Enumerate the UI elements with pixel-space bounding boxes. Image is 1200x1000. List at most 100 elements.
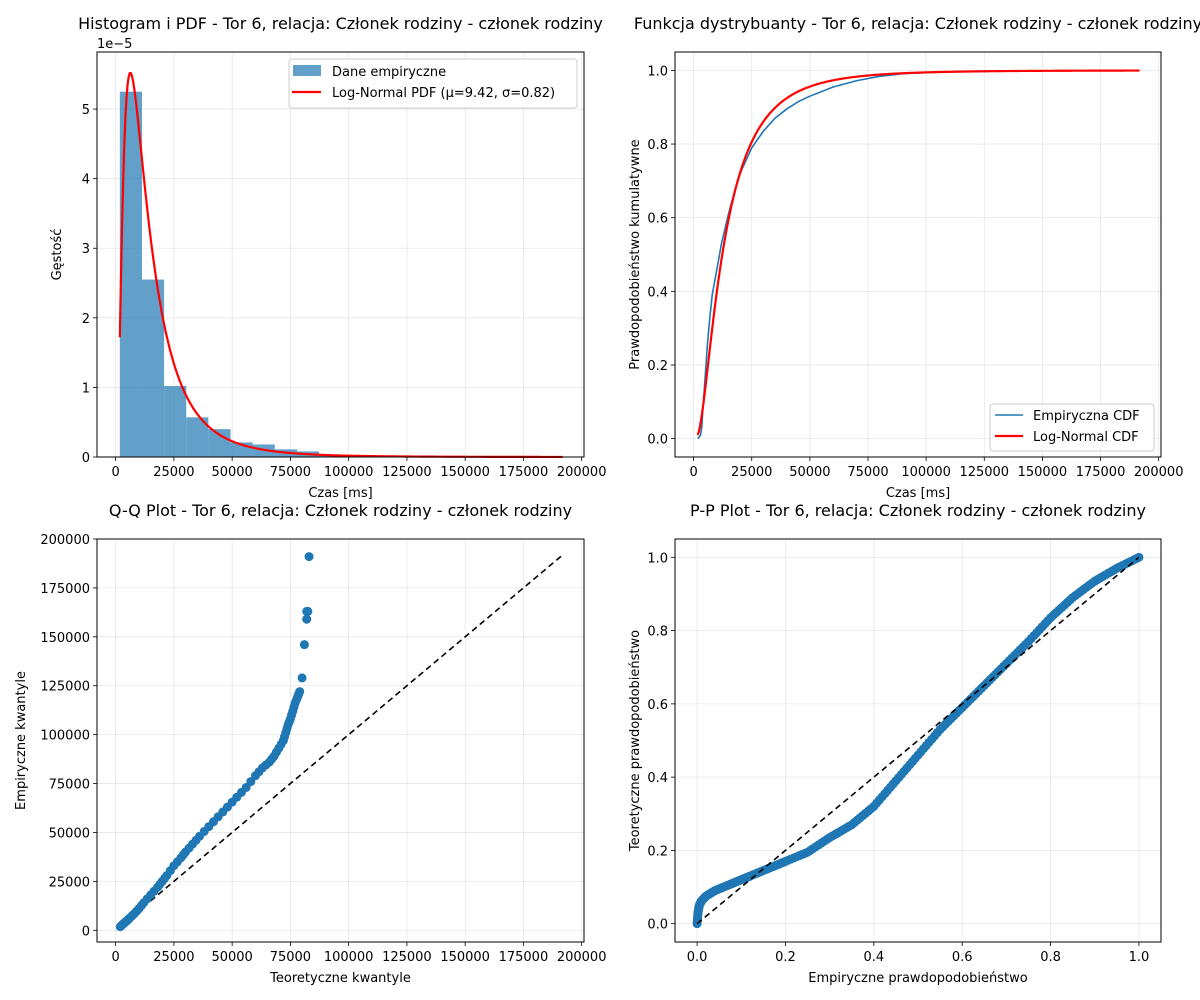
x-tick-label: 0	[112, 465, 120, 480]
qq-point	[297, 673, 307, 683]
cdf-panel: 0 25000 50000 75000 100000 125000 150000 175000…	[628, 14, 1200, 501]
histogram-bar	[186, 417, 209, 457]
y-tick-label: 0.8	[647, 625, 668, 640]
histogram-legend-box	[288, 58, 578, 109]
pp-xlabel: Empiryczne prawdopodobieństwo	[808, 971, 1028, 986]
x-tick-label: 125000	[382, 465, 432, 480]
x-tick-label: 0.4	[863, 950, 884, 965]
y-tick-label: 1.0	[647, 64, 668, 79]
cdf-legend-box	[989, 403, 1155, 452]
y-tick-label: 0.8	[647, 138, 668, 153]
y-tick-label: 0.0	[647, 433, 668, 448]
x-tick-label: 100000	[324, 950, 374, 965]
histogram-ylabel: Gęstość	[50, 229, 65, 281]
x-tick-label: 0.6	[952, 950, 973, 965]
pp-axes-frame	[674, 538, 1162, 943]
qq-point	[304, 552, 314, 562]
y-tick-label: 4	[82, 173, 90, 188]
pp-reference-line	[696, 556, 1140, 925]
y-tick-label: 125000	[40, 680, 90, 695]
y-tick-label: 0.6	[647, 698, 668, 713]
y-tick-label: 0.4	[647, 771, 668, 786]
qq-point	[295, 687, 305, 697]
x-tick-label: 25000	[153, 950, 194, 965]
y-tick-label: 1	[82, 381, 90, 396]
x-tick-label: 50000	[211, 950, 252, 965]
histogram-bar	[119, 91, 142, 457]
qq-ylabel: Empiryczne kwantyle	[14, 671, 29, 810]
x-tick-label: 50000	[789, 465, 830, 480]
qq-panel: 0 25000 50000 75000 100000 125000 150000 175000…	[14, 501, 606, 986]
y-tick-label: 75000	[49, 778, 90, 793]
y-tick-label: 50000	[49, 826, 90, 841]
cdf-axes-frame	[674, 51, 1162, 458]
x-tick-label: 150000	[440, 465, 490, 480]
cdf-xlabel: Czas [ms]	[886, 486, 950, 501]
qq-axes-frame	[96, 538, 585, 943]
lognormal-cdf-line	[696, 69, 1140, 436]
x-tick-label: 200000	[1134, 465, 1184, 480]
x-tick-label: 75000	[847, 465, 888, 480]
x-tick-label: 200000	[557, 950, 607, 965]
histogram-legend: Dane empiryczne Log-Normal PDF (μ=9.42, …	[288, 58, 578, 109]
qq-point	[299, 640, 309, 650]
y-tick-label: 150000	[40, 631, 90, 646]
y-tick-label: 175000	[40, 582, 90, 597]
x-tick-label: 150000	[1018, 465, 1068, 480]
y-tick-label: 0.0	[647, 918, 668, 933]
qq-point	[303, 606, 313, 616]
x-tick-label: 125000	[382, 950, 432, 965]
x-tick-label: 175000	[499, 950, 549, 965]
y-tick-label: 0.2	[647, 359, 668, 374]
y-tick-label: 5	[82, 103, 90, 118]
cdf-ylabel: Prawdopodobieństwo kumulatywne	[628, 139, 643, 369]
y-tick-label: 0.2	[647, 844, 668, 859]
qq-xlabel: Teoretyczne kwantyle	[269, 971, 411, 986]
x-tick-label: 0.2	[775, 950, 796, 965]
x-tick-label: 0	[112, 950, 120, 965]
qq-point	[302, 614, 312, 624]
pp-title: P-P Plot - Tor 6, relacja: Członek rodzi…	[690, 501, 1146, 520]
histogram-pdf-panel: 0 25000 50000 75000 100000 125000 150000 175000…	[50, 14, 606, 501]
pp-ylabel: Teoretyczne prawdopodobieństwo	[628, 630, 643, 852]
x-tick-label: 1.0	[1129, 950, 1150, 965]
pp-panel: 0.0 0.2 0.4 0.6 0.8 1.0 0.0 0.2 0.4 0.6 0.8 1.0 P-P…	[628, 501, 1162, 986]
qq-title: Q-Q Plot - Tor 6, relacja: Członek rodzi…	[109, 501, 572, 520]
cdf-title: Funkcja dystrybuanty - Tor 6, relacja: C…	[634, 14, 1200, 33]
x-tick-label: 100000	[901, 465, 951, 480]
y-tick-label: 0.6	[647, 212, 668, 227]
histogram-bar	[164, 386, 187, 457]
y-tick-label: 1.0	[647, 551, 668, 566]
qq-reference-line	[119, 554, 564, 928]
legend-label-lognormal-cdf: Log-Normal CDF	[1033, 430, 1139, 445]
x-tick-label: 125000	[959, 465, 1009, 480]
x-tick-label: 100000	[324, 465, 374, 480]
y-tick-label: 3	[82, 242, 90, 257]
x-tick-label: 175000	[499, 465, 549, 480]
y-tick-label: 25000	[49, 875, 90, 890]
x-tick-label: 25000	[153, 465, 194, 480]
y-tick-label: 0	[82, 451, 90, 466]
cdf-legend: Empiryczna CDF Log-Normal CDF	[989, 403, 1155, 452]
y-tick-label: 0.4	[647, 285, 668, 300]
y-tick-label: 2	[82, 312, 90, 327]
x-tick-label: 75000	[270, 465, 311, 480]
x-tick-label: 0.0	[687, 950, 708, 965]
histogram-bar	[141, 279, 165, 457]
y-tick-label: 200000	[40, 533, 90, 548]
histogram-y-offset-text: 1e−5	[97, 37, 132, 52]
histogram-bar	[208, 429, 231, 457]
legend-label-dane-empiryczne: Dane empiryczne	[332, 65, 446, 80]
x-tick-label: 25000	[731, 465, 772, 480]
y-tick-label: 100000	[40, 729, 90, 744]
x-tick-label: 0	[689, 465, 697, 480]
x-tick-label: 75000	[270, 950, 311, 965]
legend-label-empiryczna-cdf: Empiryczna CDF	[1033, 409, 1140, 424]
histogram-axes-frame	[96, 51, 585, 458]
x-tick-label: 150000	[440, 950, 490, 965]
legend-label-lognormal-pdf: Log-Normal PDF (μ=9.42, σ=0.82)	[332, 86, 555, 101]
x-tick-label: 0.8	[1040, 950, 1061, 965]
y-tick-label: 0	[82, 924, 90, 939]
